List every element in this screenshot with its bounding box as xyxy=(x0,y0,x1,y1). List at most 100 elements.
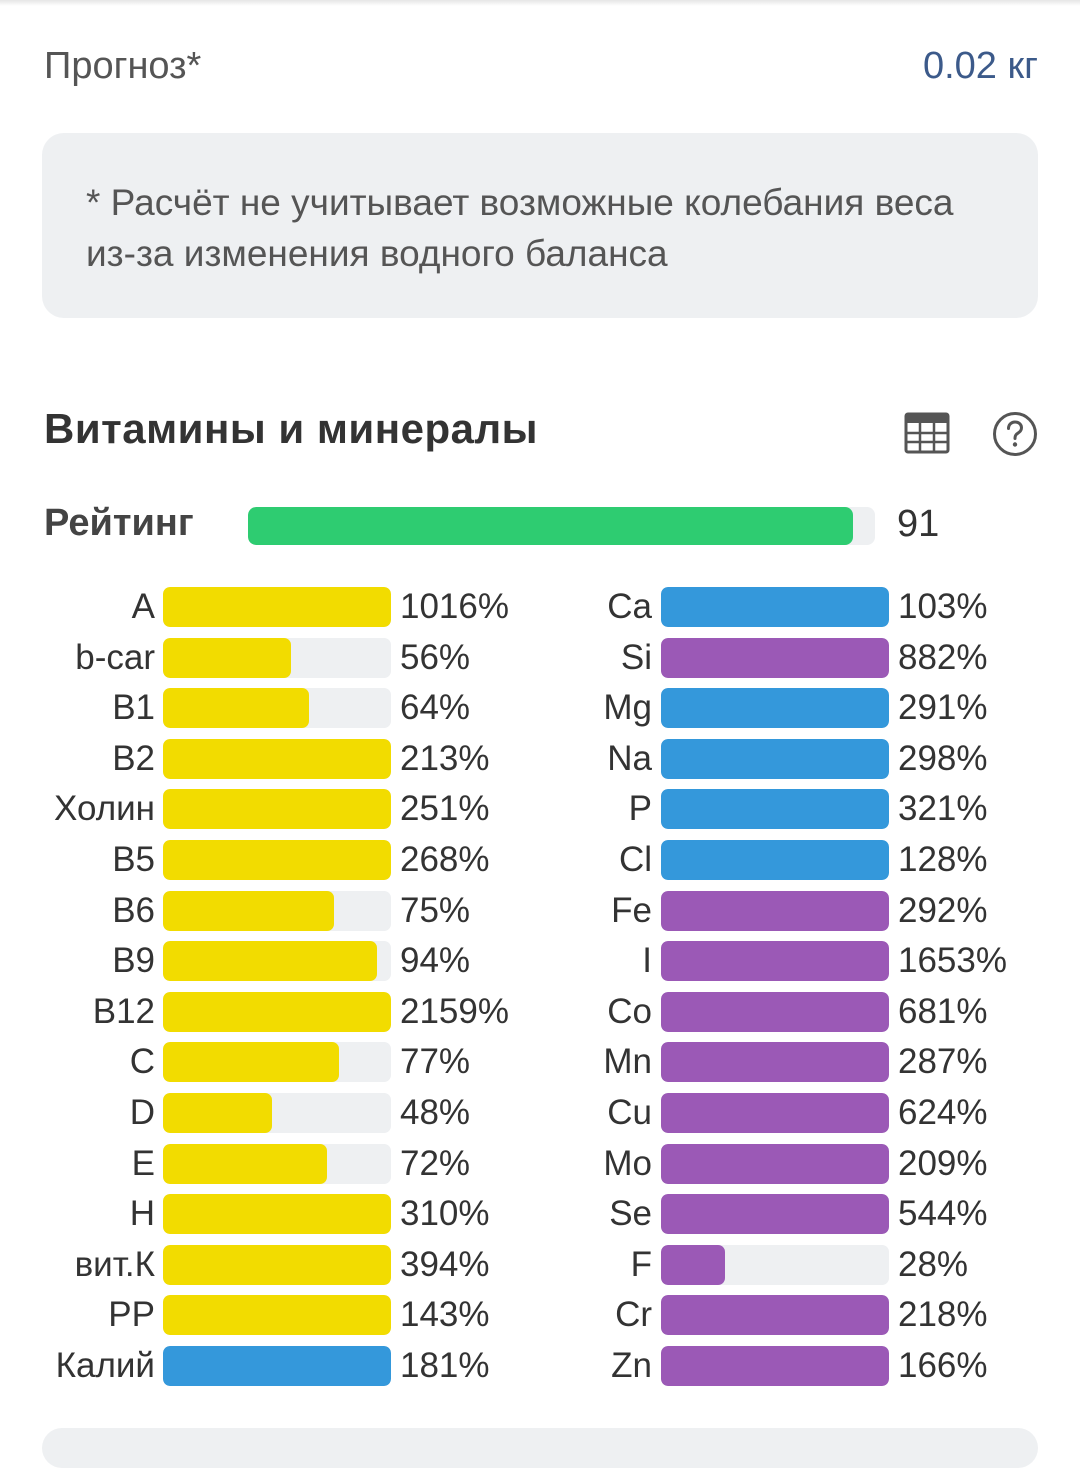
nutrient-percent: 209% xyxy=(898,1143,988,1183)
nutrient-row: PP 143% xyxy=(0,1295,1080,1345)
nutrient-bar xyxy=(661,1346,889,1386)
nutrient-bar xyxy=(163,1093,391,1133)
nutrient-percent: 298% xyxy=(898,738,988,778)
nutrient-row: C 77% xyxy=(0,1042,1080,1092)
nutrient-bar xyxy=(163,1295,391,1336)
nutrient-name: B12 xyxy=(92,991,155,1031)
nutrient-percent: 75% xyxy=(400,890,471,930)
nutrient-percent: 292% xyxy=(898,890,988,930)
nutrient-row: Mg 291% xyxy=(0,688,1080,738)
nutrient-percent: 291% xyxy=(898,688,988,728)
nutrient-row: Ca 103% xyxy=(0,587,1080,637)
nutrient-percent: 143% xyxy=(400,1295,490,1335)
nutrient-name: C xyxy=(129,1042,155,1082)
rating-value: 91 xyxy=(897,503,940,545)
nutrient-row: Co 681% xyxy=(0,991,1080,1042)
nutrient-bar xyxy=(661,688,889,729)
nutrient-row: D 48% xyxy=(0,1093,1080,1143)
nutrient-bar xyxy=(163,587,391,627)
nutrient-percent: 268% xyxy=(400,840,490,879)
nutrient-name: Na xyxy=(607,738,652,778)
nutrient-percent: 310% xyxy=(400,1194,490,1234)
nutrient-bar-fill xyxy=(661,991,889,1032)
nutrient-bar xyxy=(163,738,391,779)
nutrient-bar-fill xyxy=(163,637,291,678)
nutrient-bar xyxy=(661,1244,889,1285)
nutrient-name: D xyxy=(129,1093,155,1132)
nutrient-row: I 1653% xyxy=(0,941,1080,991)
nutrient-bar-fill xyxy=(163,688,309,729)
nutrient-bar xyxy=(661,1042,889,1083)
nutrient-percent: 287% xyxy=(898,1042,988,1082)
nutrient-name: E xyxy=(131,1143,155,1183)
nutrient-percent: 64% xyxy=(400,688,471,728)
nutrient-row: Zn 166% xyxy=(0,1346,1080,1396)
nutrient-row: Si 882% xyxy=(0,637,1080,688)
nutrient-bar xyxy=(661,991,889,1032)
nutrient-percent: 394% xyxy=(400,1244,490,1284)
nutrient-row: Fe 292% xyxy=(0,890,1080,941)
nutrient-name: Se xyxy=(609,1194,652,1234)
nutrient-name: P xyxy=(628,789,652,829)
nutrient-bar xyxy=(163,991,391,1032)
nutrient-row: Cl 128% xyxy=(0,840,1080,890)
nutrient-name: Co xyxy=(607,991,652,1031)
nutrient-bar xyxy=(163,1346,391,1386)
nutrient-bar xyxy=(163,1143,391,1184)
nutrient-bar-fill xyxy=(661,587,889,627)
nutrient-bar xyxy=(661,1194,889,1235)
nutrient-percent: 544% xyxy=(898,1194,988,1234)
rating-label: Рейтинг xyxy=(44,502,194,544)
nutrient-percent: 2159% xyxy=(400,991,509,1031)
nutrient-bar-fill xyxy=(163,991,391,1032)
nutrient-percent: 321% xyxy=(898,789,988,829)
nutrient-name: A xyxy=(131,587,155,626)
nutrient-row: Mo 209% xyxy=(0,1143,1080,1194)
nutrient-bar xyxy=(661,789,889,830)
nutrient-bar xyxy=(661,1295,889,1336)
nutrient-name: PP xyxy=(108,1295,155,1335)
nutrient-row: B9 94% xyxy=(0,941,1080,991)
nutrient-name: Si xyxy=(620,637,652,677)
top-shadow xyxy=(0,0,1080,6)
nutrient-row: Cu 624% xyxy=(0,1093,1080,1143)
table-icon[interactable] xyxy=(904,411,950,455)
nutrient-percent: 56% xyxy=(400,637,471,677)
nutrient-percent: 28% xyxy=(898,1244,969,1284)
nutrient-bar-fill xyxy=(661,1295,889,1336)
nutrient-percent: 213% xyxy=(400,738,490,778)
nutrient-name: Калий xyxy=(55,1346,155,1385)
nutrient-bar xyxy=(163,637,391,678)
nutrient-bar xyxy=(163,941,391,982)
nutrient-name: Cu xyxy=(607,1093,652,1132)
help-icon[interactable] xyxy=(992,411,1038,457)
nutrient-percent: 251% xyxy=(400,789,490,829)
nutrient-row: B12 2159% xyxy=(0,991,1080,1042)
nutrient-row: b-car 56% xyxy=(0,637,1080,688)
nutrient-name: F xyxy=(630,1244,652,1284)
nutrient-row: B1 64% xyxy=(0,688,1080,738)
nutrient-bar-fill xyxy=(661,1346,889,1386)
nutrient-bar xyxy=(661,840,889,880)
nutrient-name: Холин xyxy=(54,789,155,829)
nutrient-bar-fill xyxy=(163,1042,339,1083)
nutrient-bar xyxy=(163,890,391,931)
nutrient-percent: 624% xyxy=(898,1093,988,1132)
nutrient-name: Mo xyxy=(603,1143,652,1183)
nutrient-bar xyxy=(661,1143,889,1184)
nutrient-row: P 321% xyxy=(0,789,1080,839)
nutrient-bar xyxy=(661,941,889,982)
nutrient-name: B2 xyxy=(112,738,155,778)
nutrient-bar-fill xyxy=(661,688,889,729)
nutrient-name: Ca xyxy=(607,587,652,626)
nutrient-row: B2 213% xyxy=(0,738,1080,789)
nutrient-percent: 681% xyxy=(898,991,988,1031)
nutrient-name: Zn xyxy=(611,1346,652,1385)
nutrient-bar-fill xyxy=(163,1346,391,1386)
nutrient-bar-fill xyxy=(661,637,889,678)
nutrient-bar-fill xyxy=(661,1143,889,1184)
nutrient-row: Se 544% xyxy=(0,1194,1080,1244)
nutrient-percent: 72% xyxy=(400,1143,471,1183)
nutrient-bar xyxy=(163,789,391,830)
nutrient-row: Калий 181% xyxy=(0,1346,1080,1396)
